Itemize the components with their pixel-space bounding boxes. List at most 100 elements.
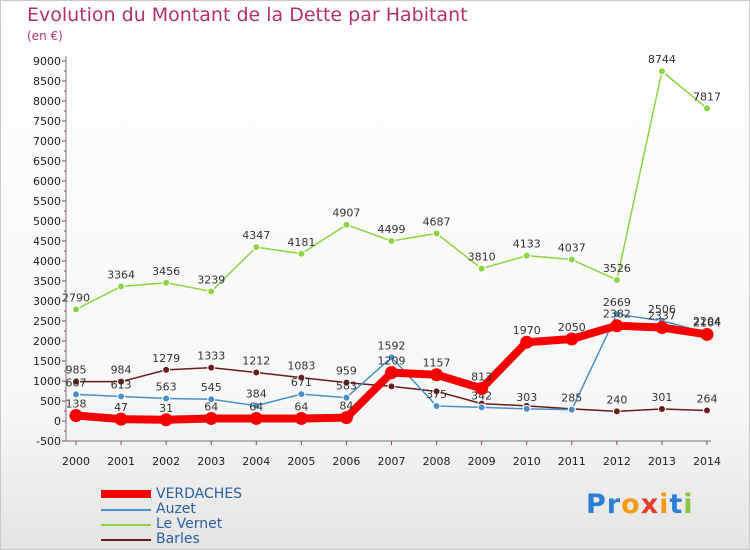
data-label-le-vernet: 8744 — [648, 53, 676, 66]
x-tick-label: 2001 — [107, 455, 135, 468]
legend-label-verdaches: VERDACHES — [156, 486, 243, 502]
x-tick-label: 2012 — [603, 455, 631, 468]
data-point-verdaches — [114, 412, 128, 426]
data-label-barles: 1333 — [197, 350, 225, 363]
y-tick-label: 6000 — [33, 175, 61, 188]
data-label-le-vernet: 4499 — [378, 223, 406, 236]
legend-label-barles: Barles — [156, 531, 200, 547]
data-point-verdaches — [520, 335, 534, 349]
data-label-barles: 985 — [66, 364, 87, 377]
data-point-barles — [657, 404, 666, 413]
proxiti-logo: Proxiti — [586, 489, 694, 520]
data-label-le-vernet: 4687 — [423, 216, 451, 229]
y-tick-label: 8500 — [33, 75, 61, 88]
data-label-verdaches: 84 — [339, 400, 353, 413]
data-point-barles — [72, 377, 80, 386]
data-label-le-vernet: 3526 — [603, 262, 631, 275]
data-point-auzet — [117, 392, 126, 401]
data-label-verdaches: 1970 — [513, 324, 541, 337]
data-point-le-vernet — [297, 249, 306, 258]
x-tick-label: 2000 — [62, 455, 90, 468]
data-point-auzet — [342, 393, 351, 402]
data-label-barles: 301 — [651, 391, 672, 404]
data-label-auzet: 2506 — [648, 303, 676, 316]
x-tick-label: 2013 — [648, 455, 676, 468]
y-tick-label: 9000 — [33, 55, 61, 68]
y-tick-label: -500 — [36, 435, 61, 448]
x-tick-label: 2014 — [693, 455, 721, 468]
data-point-auzet — [522, 404, 531, 413]
data-label-le-vernet: 3810 — [468, 251, 496, 264]
data-label-le-vernet: 3364 — [107, 268, 135, 281]
data-label-verdaches: 64 — [249, 400, 263, 413]
data-label-auzet: 613 — [111, 378, 132, 391]
legend-label-auzet: Auzet — [156, 501, 196, 517]
data-label-auzet: 583 — [336, 380, 357, 393]
logo-letter: o — [621, 489, 641, 520]
data-point-barles — [162, 365, 171, 374]
x-tick-label: 2005 — [287, 455, 315, 468]
data-label-le-vernet: 4907 — [332, 207, 360, 220]
y-tick-label: 3000 — [33, 295, 61, 308]
data-label-verdaches: 31 — [159, 402, 173, 415]
data-point-auzet — [162, 394, 171, 403]
data-label-auzet: 2204 — [693, 315, 721, 328]
legend-item-verdaches: VERDACHES — [101, 486, 301, 502]
y-tick-label: 4000 — [33, 255, 61, 268]
x-tick-label: 2006 — [332, 455, 360, 468]
data-label-verdaches: 64 — [294, 400, 308, 413]
logo-letter: x — [640, 489, 660, 520]
data-point-barles — [252, 368, 261, 377]
data-point-auzet — [432, 402, 441, 410]
data-label-barles: 1083 — [287, 360, 315, 373]
data-label-auzet: 375 — [426, 388, 447, 401]
x-tick-label: 2009 — [468, 455, 496, 468]
data-label-barles: 1279 — [152, 352, 180, 365]
data-point-le-vernet — [252, 243, 261, 252]
legend-item-auzet: Auzet — [101, 501, 301, 517]
data-label-auzet: 384 — [246, 388, 267, 401]
data-point-verdaches — [249, 411, 263, 425]
data-label-verdaches: 138 — [66, 397, 87, 410]
data-label-le-vernet: 7817 — [693, 90, 721, 103]
x-tick-label: 2007 — [378, 455, 406, 468]
data-point-le-vernet — [117, 282, 126, 291]
y-tick-label: 2500 — [33, 315, 61, 328]
data-point-verdaches — [700, 327, 714, 341]
data-point-verdaches — [655, 321, 669, 335]
data-point-le-vernet — [387, 237, 396, 246]
legend-item-barles: Barles — [101, 531, 301, 547]
y-tick-label: 5500 — [33, 195, 61, 208]
data-label-verdaches: 813 — [471, 370, 492, 383]
data-point-auzet — [207, 395, 216, 404]
legend-swatch-auzet — [101, 509, 151, 511]
data-label-barles: 1212 — [242, 355, 270, 368]
legend-swatch-verdaches — [101, 490, 151, 498]
y-tick-label: 1500 — [33, 355, 61, 368]
data-point-barles — [207, 363, 216, 372]
y-tick-label: 0 — [54, 415, 61, 428]
data-label-barles: 264 — [697, 392, 718, 405]
y-tick-label: 5000 — [33, 215, 61, 228]
data-label-verdaches: 2382 — [603, 308, 631, 321]
data-point-verdaches — [565, 332, 579, 346]
y-tick-label: 8000 — [33, 95, 61, 108]
data-point-le-vernet — [162, 278, 171, 287]
data-label-le-vernet: 4037 — [558, 242, 586, 255]
data-point-auzet — [252, 401, 261, 410]
data-point-verdaches — [430, 368, 444, 382]
data-point-le-vernet — [342, 220, 351, 229]
data-label-verdaches: 64 — [204, 400, 218, 413]
data-label-le-vernet: 4133 — [513, 238, 541, 251]
data-label-verdaches: 1157 — [423, 357, 451, 370]
data-point-verdaches — [339, 411, 353, 425]
data-point-le-vernet — [657, 67, 666, 76]
data-label-verdaches: 2337 — [648, 310, 676, 323]
y-tick-label: 3500 — [33, 275, 61, 288]
data-point-le-vernet — [567, 255, 576, 264]
data-point-verdaches — [69, 408, 83, 422]
chart-title: Evolution du Montant de la Dette par Hab… — [27, 4, 468, 26]
data-point-barles — [342, 378, 351, 387]
logo-letter: i — [659, 489, 670, 520]
